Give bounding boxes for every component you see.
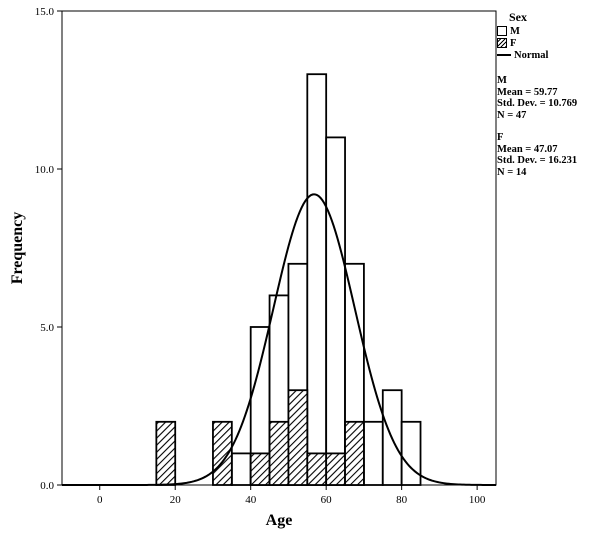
legend-label-m: M <box>510 25 520 37</box>
x-axis-title: Age <box>266 512 293 529</box>
stats-sd-m: Std. Dev. = 10.769 <box>497 98 578 109</box>
x-tick-label-80: 80 <box>396 494 408 506</box>
legend-line-normal <box>497 54 511 56</box>
bar-m-55 <box>306 73 328 486</box>
x-tick-label-0: 0 <box>97 494 103 506</box>
y-tick-label-5: 5.0 <box>40 322 54 334</box>
legend-item-m: M <box>497 25 597 37</box>
bar-m-70 <box>363 420 384 486</box>
y-tick-label-0: 0.0 <box>40 480 54 492</box>
y-axis-title: Frequency <box>9 212 26 285</box>
bar-m-80 <box>400 420 422 486</box>
bar-f-55 <box>306 452 328 486</box>
bar-f-40 <box>249 452 271 486</box>
x-tick-label-100: 100 <box>469 494 486 506</box>
stats-mean-m: Mean = 59.77 <box>497 86 558 98</box>
bar-f-30 <box>212 420 233 486</box>
y-tick-label-10: 10.0 <box>35 164 55 176</box>
stats-panel: M Mean = 59.77 Std. Dev. = 10.769 N = 47… <box>497 75 597 178</box>
legend: Sex M F Normal M Mean = 59.77 Std. Dev. … <box>497 10 597 189</box>
y-tick-label-15: 15.0 <box>35 6 55 18</box>
stats-block-f: F Mean = 47.07 Std. Dev. = 16.231 N = 14 <box>497 132 597 178</box>
stats-group-f: F <box>497 132 504 143</box>
bar-f-60 <box>325 452 346 486</box>
bar-f-45 <box>268 420 290 486</box>
legend-swatch-f <box>497 38 507 48</box>
normal-curve <box>62 193 497 486</box>
stats-n-m: N = 47 <box>497 109 527 121</box>
x-tick-label-60: 60 <box>321 494 333 506</box>
legend-swatch-m <box>497 26 507 36</box>
legend-item-f: F <box>497 37 597 49</box>
bar-m-35 <box>230 452 252 486</box>
legend-label-normal: Normal <box>514 49 549 61</box>
stats-sd-f: Std. Dev. = 16.231 <box>497 155 578 166</box>
x-tick-label-20: 20 <box>170 494 182 506</box>
bar-f-50 <box>287 389 309 486</box>
legend-title: Sex <box>509 10 527 24</box>
x-tick-label-40: 40 <box>245 494 257 506</box>
legend-label-f: F <box>510 37 517 49</box>
stats-n-f: N = 14 <box>497 166 527 178</box>
stats-group-m: M <box>497 75 507 86</box>
stats-block-m: M Mean = 59.77 Std. Dev. = 10.769 N = 47 <box>497 75 597 121</box>
legend-item-normal: Normal <box>497 49 597 61</box>
bar-f-65 <box>344 420 365 486</box>
bar-f-15 <box>155 420 177 486</box>
stats-mean-f: Mean = 47.07 <box>497 143 558 155</box>
bar-m-60 <box>325 136 346 486</box>
